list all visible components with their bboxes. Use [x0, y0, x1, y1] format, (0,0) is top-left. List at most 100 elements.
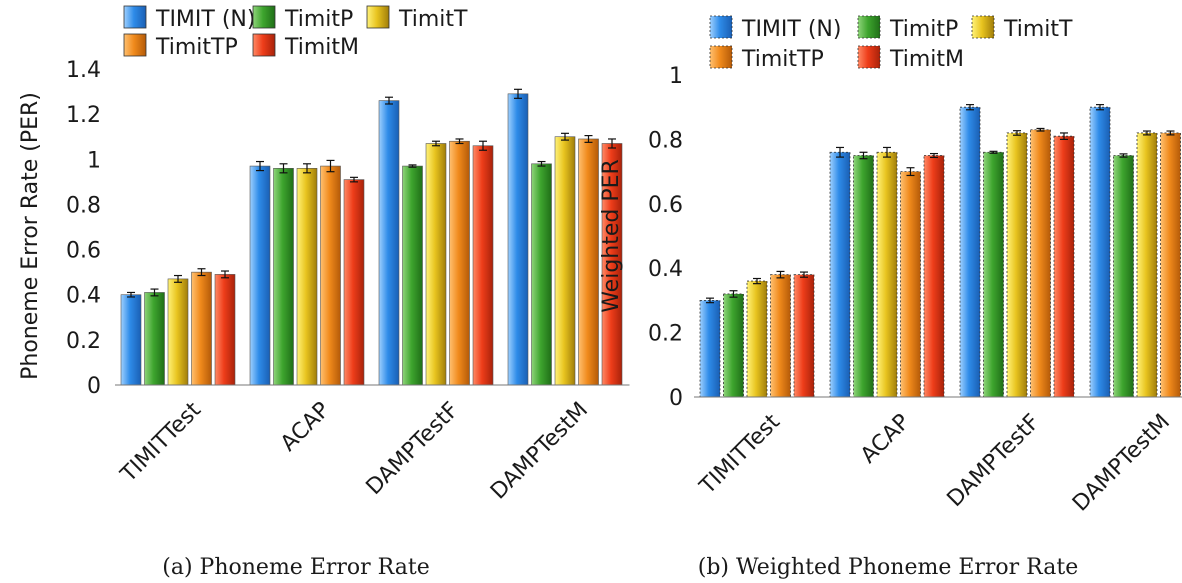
- legend-label: TIMIT (N): [155, 7, 255, 32]
- bar-timitp-damptestf: [402, 165, 423, 386]
- y-tick-label: 0.4: [648, 257, 683, 282]
- error-bar-timit-n-damptestm: [514, 88, 522, 99]
- legend-item-timitp: TimitP: [857, 15, 958, 42]
- legend-swatch: [709, 45, 733, 69]
- error-bar-timitm-acap: [930, 152, 938, 159]
- bar-timitt-damptestm: [1136, 132, 1158, 398]
- error-bar-timittp-timittest: [197, 268, 206, 277]
- y-tick-label: 0.2: [66, 329, 101, 354]
- caption-wper: (b) Weighted Phoneme Error Rate: [698, 555, 1078, 580]
- x-category-label: TIMITTest: [116, 397, 207, 488]
- legend-item-timitt: TimitT: [971, 15, 1073, 42]
- chart-panel-per: TIMIT (N) TimitP TimitT TimitTP TimitM Phone…: [18, 5, 630, 580]
- y-tick-label: 1: [87, 148, 101, 173]
- bar-timit-n-acap: [249, 165, 271, 386]
- legend-item-timitm: TimitM: [857, 45, 964, 72]
- bar-timitt-timittest: [746, 280, 768, 398]
- bar-timitm-timittest: [214, 274, 236, 386]
- bar-timitp-damptestm: [531, 163, 552, 386]
- y-tick-label: 0.6: [648, 193, 683, 218]
- legend-label: TimitM: [889, 47, 964, 72]
- bar-timitm-damptestf: [1053, 135, 1075, 398]
- error-bar-timittp-timittest: [776, 270, 785, 279]
- x-category-label: DAMPTestM: [486, 398, 593, 505]
- legend-swatch: [252, 5, 276, 29]
- legend-per: TIMIT (N) TimitP TimitT TimitTP TimitM: [123, 5, 468, 60]
- error-bar-timit-n-acap: [836, 146, 844, 158]
- bar-timit-n-timittest: [120, 294, 142, 386]
- x-category-label: TIMITTest: [695, 409, 786, 500]
- error-bar-timittp-acap: [326, 159, 335, 173]
- bar-timitt-acap: [876, 151, 898, 398]
- y-axis-label-wper: Weighted PER: [599, 159, 624, 313]
- error-bar-timitm-timittest: [800, 271, 808, 278]
- bars-wper: [699, 104, 1181, 398]
- legend-item-timittp: TimitTP: [709, 45, 824, 72]
- legend-label: TimitM: [284, 35, 359, 60]
- bar-timittp-timittest: [191, 271, 212, 386]
- x-categories-per: TIMITTest ACAP DAMPTestF DAMPTestM: [116, 397, 593, 504]
- error-bar-timit-n-timittest: [706, 297, 714, 304]
- legend-wper: TIMIT (N) TimitP TimitT TimitTP TimitM: [709, 15, 1073, 72]
- legend-item-timittp: TimitTP: [123, 33, 238, 60]
- bar-timittp-timittest: [770, 274, 791, 398]
- y-tick-label: 0.4: [66, 284, 101, 309]
- y-tick-label: 0.6: [66, 239, 101, 264]
- bar-timitm-acap: [343, 179, 365, 386]
- legend-swatch: [123, 33, 147, 57]
- legend-item-timitm: TimitM: [252, 33, 359, 60]
- error-bar-timitp-acap: [279, 163, 288, 174]
- bar-timit-n-timittest: [699, 299, 721, 398]
- error-bar-timitp-acap: [859, 151, 868, 160]
- error-bar-timit-n-damptestf: [966, 104, 974, 111]
- legend-item-timit-n: TIMIT (N): [709, 15, 841, 42]
- legend-label: TimitTP: [155, 35, 238, 60]
- error-bar-timitp-damptestf: [989, 150, 998, 154]
- bar-timittp-acap: [900, 171, 921, 398]
- y-tick-label: 0.2: [648, 322, 683, 347]
- x-category-label: ACAP: [276, 398, 335, 457]
- y-tick-label: 0: [87, 374, 101, 399]
- bar-timitp-acap: [273, 168, 294, 386]
- bar-timit-n-acap: [829, 151, 851, 398]
- error-bar-timittp-damptestf: [1036, 127, 1045, 132]
- x-category-label: DAMPTestF: [943, 410, 1045, 512]
- error-bar-timitm-timittest: [221, 270, 229, 279]
- error-bar-timitp-timittest: [150, 288, 159, 297]
- bar-timitm-timittest: [793, 274, 815, 398]
- bar-timitt-damptestm: [554, 136, 576, 386]
- error-bar-timitm-acap: [350, 176, 358, 183]
- error-bar-timitt-damptestf: [1013, 130, 1021, 136]
- error-bar-timitp-damptestm: [537, 160, 546, 167]
- bar-timitt-damptestf: [425, 143, 447, 386]
- bar-timitp-damptestm: [1113, 155, 1134, 398]
- bar-timitp-damptestf: [983, 151, 1004, 398]
- bar-timitt-damptestf: [1006, 132, 1028, 398]
- error-bar-timit-n-acap: [256, 160, 264, 172]
- y-tick-label: 1.2: [66, 103, 101, 128]
- error-bar-timitt-damptestf: [432, 140, 440, 147]
- error-bar-timitt-timittest: [174, 274, 182, 283]
- legend-swatch: [857, 15, 881, 39]
- y-tick-label: 1.4: [66, 58, 101, 83]
- bar-timittp-acap: [320, 165, 341, 386]
- error-bar-timittp-damptestf: [455, 138, 464, 145]
- bar-timitt-timittest: [167, 278, 189, 386]
- error-bar-timit-n-damptestm: [1096, 104, 1104, 111]
- legend-label: TimitTP: [741, 47, 824, 72]
- legend-item-timit-n: TIMIT (N): [123, 5, 255, 32]
- bar-timittp-damptestm: [578, 138, 599, 386]
- bar-timittp-damptestm: [1160, 132, 1181, 398]
- bar-timit-n-damptestf: [959, 106, 981, 398]
- error-bar-timitp-damptestm: [1119, 153, 1128, 158]
- error-bar-timit-n-timittest: [127, 291, 135, 298]
- error-bar-timitm-damptestm: [608, 138, 616, 149]
- bar-timit-n-damptestf: [378, 100, 400, 386]
- error-bar-timitt-timittest: [753, 277, 761, 285]
- bar-timitp-timittest: [723, 293, 744, 398]
- legend-swatch: [252, 33, 276, 57]
- bar-timittp-damptestf: [449, 140, 470, 386]
- legend-item-timitt: TimitT: [366, 5, 468, 32]
- bar-timit-n-damptestm: [1089, 106, 1111, 398]
